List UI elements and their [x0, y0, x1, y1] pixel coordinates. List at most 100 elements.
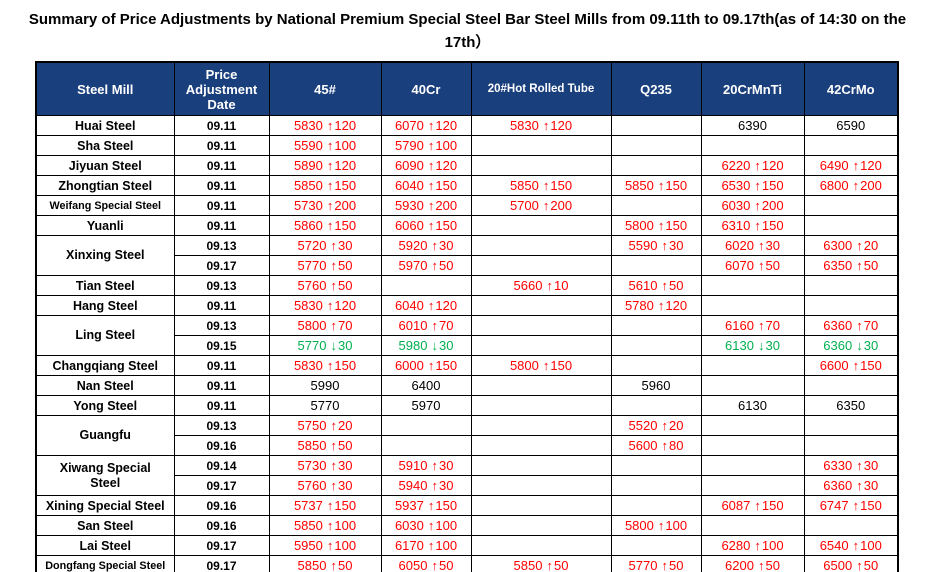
- price-value: 5700: [509, 198, 539, 213]
- price-cell: 5850 ↑50: [268, 435, 382, 456]
- up-arrow-icon: ↑: [431, 458, 438, 473]
- up-arrow-icon: ↑: [852, 178, 860, 193]
- price-cell-empty: [470, 535, 612, 556]
- table-row: 09.16 5850 ↑50 5600 ↑80: [36, 435, 899, 456]
- price-change: 120: [435, 298, 458, 313]
- mill-name: Xining Special Steel: [45, 498, 165, 513]
- up-arrow-icon: ↑: [657, 518, 665, 533]
- price-change: 100: [334, 138, 357, 153]
- price-cell: 5790 ↑100: [380, 135, 472, 156]
- up-arrow-icon: ↑: [852, 158, 860, 173]
- price-change: 150: [334, 498, 357, 513]
- price-cell: 5930 ↑200: [380, 195, 472, 216]
- price-value: 5770: [310, 398, 340, 413]
- price-change: 150: [550, 178, 573, 193]
- up-arrow-icon: ↑: [431, 318, 438, 333]
- price-change: 50: [668, 278, 684, 293]
- up-arrow-icon: ↑: [431, 558, 438, 572]
- price-value: 5770: [297, 338, 327, 353]
- price-adjustments-table: Steel Mill Price Adjustment Date 45# 40Cr 20…: [35, 61, 899, 572]
- price-value: 5920: [398, 238, 428, 253]
- adjustment-date-cell: 09.16: [173, 515, 270, 536]
- price-change: 50: [863, 558, 879, 572]
- price-cell: 6280 ↑100: [700, 535, 805, 556]
- price-cell: 5770 ↑50: [268, 255, 382, 276]
- price-change: 150: [860, 498, 882, 513]
- price-change: 50: [765, 558, 780, 572]
- column-header-40cr: 40Cr: [380, 61, 472, 116]
- adjustment-date-cell: 09.11: [173, 215, 270, 236]
- price-value: 5800: [624, 218, 654, 233]
- price-change: 30: [337, 478, 353, 493]
- price-cell-empty: [610, 335, 702, 356]
- table-row: Lai Steel 09.17 5950 ↑100 6170 ↑100 6280 ↑100 65…: [35, 535, 899, 556]
- adjustment-date-cell: 09.15: [173, 335, 270, 356]
- up-arrow-icon: ↑: [856, 478, 863, 493]
- column-header-steel-mill: Steel Mill: [35, 61, 175, 116]
- price-cell: 6070 ↑50: [700, 255, 805, 276]
- mill-name-cell: Yong Steel: [35, 395, 175, 416]
- table-row: Sha Steel 09.11 5590 ↑100 5790 ↑100: [35, 135, 899, 156]
- up-arrow-icon: ↑: [856, 258, 863, 273]
- price-cell: 6360 ↑30: [803, 475, 899, 496]
- price-value: 5970: [398, 258, 428, 273]
- column-header-20-hot-rolled-tube: 20#Hot Rolled Tube: [470, 61, 612, 116]
- price-cell: 6500 ↑50: [803, 555, 899, 572]
- price-cell: 5800 ↑150: [470, 355, 612, 376]
- price-cell-empty: [610, 355, 702, 376]
- price-change: 120: [665, 298, 688, 313]
- price-change: 50: [337, 558, 353, 572]
- price-change: 20: [863, 238, 879, 253]
- price-cell: 6310 ↑150: [700, 215, 805, 236]
- up-arrow-icon: ↑: [427, 518, 435, 533]
- mill-name: Ling Steel: [75, 328, 136, 342]
- price-value: 5910: [398, 458, 428, 473]
- up-arrow-icon: ↑: [431, 238, 438, 253]
- price-value: 5940: [398, 478, 428, 493]
- price-cell-empty: [700, 355, 805, 376]
- mill-name: Sha Steel: [77, 138, 134, 153]
- up-arrow-icon: ↑: [427, 158, 435, 173]
- up-arrow-icon: ↑: [427, 198, 435, 213]
- mill-name-cell: Tian Steel: [35, 275, 175, 296]
- price-cell-empty: [470, 375, 612, 396]
- price-value: 6360: [823, 478, 853, 493]
- up-arrow-icon: ↑: [326, 518, 334, 533]
- price-cell-empty: [470, 135, 612, 156]
- price-change: 10: [553, 278, 569, 293]
- up-arrow-icon: ↑: [330, 258, 337, 273]
- price-cell-empty: [380, 275, 472, 296]
- up-arrow-icon: ↑: [754, 158, 761, 173]
- price-cell: 5520 ↑20: [610, 415, 702, 436]
- price-cell-empty: [610, 315, 702, 336]
- adjustment-date-cell: 09.14: [173, 455, 270, 476]
- price-change: 120: [435, 118, 458, 133]
- price-value: 5660: [513, 278, 543, 293]
- mill-name-cell: Yuanli: [35, 215, 175, 236]
- price-cell-empty: [700, 415, 805, 436]
- mill-name: Lai Steel: [79, 538, 131, 553]
- price-cell: 5760 ↑30: [268, 475, 382, 496]
- price-cell-empty: [803, 195, 899, 216]
- adjustment-date-cell: 09.11: [173, 135, 270, 156]
- adjustment-date-cell: 09.13: [173, 235, 270, 256]
- price-value: 6500: [823, 558, 853, 572]
- price-change: 80: [668, 438, 684, 453]
- price-cell: 5850 ↑150: [610, 175, 702, 196]
- up-arrow-icon: ↑: [330, 478, 337, 493]
- up-arrow-icon: ↑: [326, 218, 334, 233]
- price-cell: 6060 ↑150: [380, 215, 472, 236]
- up-arrow-icon: ↑: [330, 438, 337, 453]
- price-cell-empty: [470, 515, 612, 536]
- adjustment-date-cell: 09.17: [173, 555, 270, 572]
- adjustment-date-cell: 09.11: [173, 355, 270, 376]
- price-cell: 5760 ↑50: [268, 275, 382, 296]
- mill-name-cell: Xinxing Steel: [35, 235, 175, 276]
- mill-name-cell: Hang Steel: [35, 295, 175, 316]
- price-cell: 6050 ↑50: [380, 555, 472, 572]
- price-value: 6390: [738, 118, 767, 133]
- price-change: 100: [334, 518, 357, 533]
- price-value: 6310: [721, 218, 751, 233]
- adjustment-date-cell: 09.16: [173, 495, 270, 516]
- price-cell: 5960: [610, 375, 702, 396]
